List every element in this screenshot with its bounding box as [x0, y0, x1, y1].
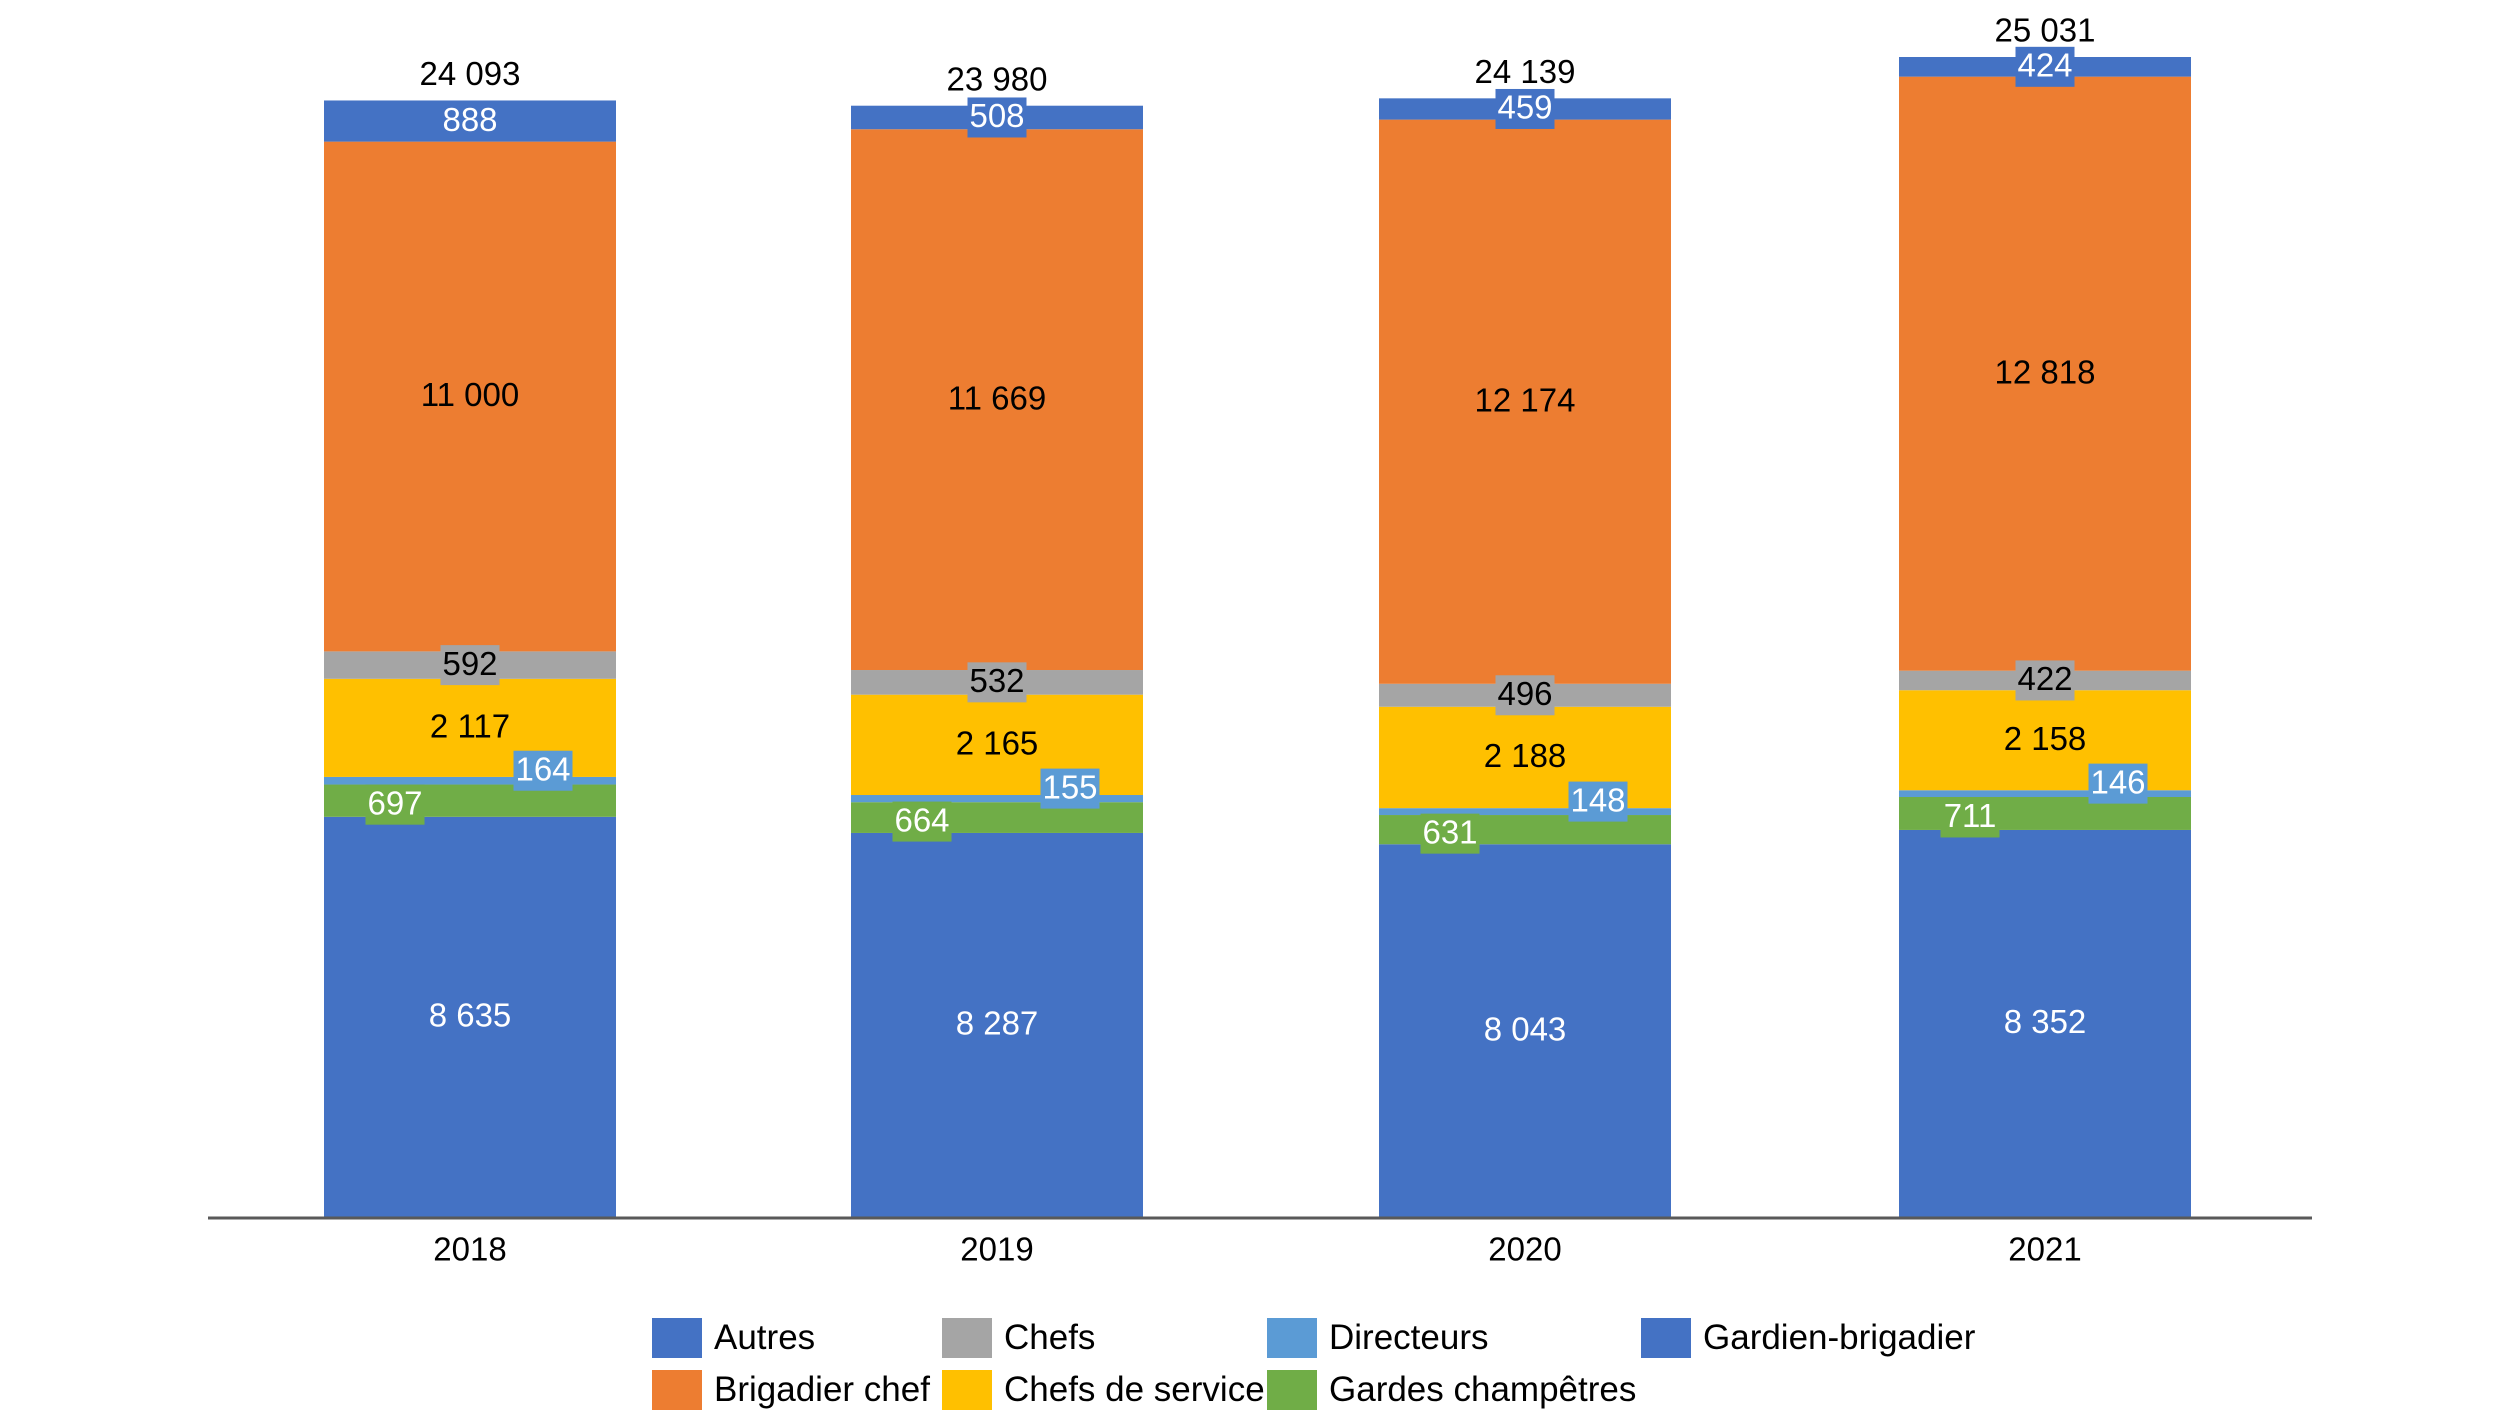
data-label-autres-2020: 459 [1497, 89, 1552, 126]
data-label-box [892, 801, 952, 842]
data-label-directeurs-2021: 146 [2090, 763, 2145, 800]
legend-label: Autres [714, 1318, 816, 1357]
data-label-gardes-champ-tres-2018: 697 [367, 784, 422, 821]
total-label-2021: 25 031 [1995, 12, 2096, 49]
legend-swatch [652, 1370, 702, 1410]
bar-segment-brigadier-chef-2020 [1379, 119, 1671, 684]
data-label-box [365, 784, 425, 825]
legend-swatch [1267, 1370, 1317, 1410]
data-label-box [2088, 763, 2148, 804]
data-label-gardien-brigadier-2021: 8 352 [2004, 1003, 2087, 1040]
data-label-gardien-brigadier-2019: 8 287 [956, 1005, 1039, 1042]
bar-segment-directeurs-2021 [1899, 790, 2191, 797]
data-label-directeurs-2019: 155 [1042, 768, 1097, 805]
data-label-gardes-champ-tres-2019: 664 [894, 801, 949, 838]
legend-swatch [942, 1318, 992, 1358]
x-tick-label-2018: 2018 [433, 1231, 506, 1268]
data-label-box [2015, 660, 2075, 701]
data-label-autres-2021: 424 [2017, 47, 2072, 84]
data-label-autres-2019: 508 [969, 97, 1024, 134]
x-tick-label-2021: 2021 [2008, 1231, 2081, 1268]
data-label-gardes-champ-tres-2021: 711 [1944, 797, 1997, 834]
bar-segment-gardien-brigadier-2020 [1379, 844, 1671, 1217]
data-label-chefs-2021: 422 [2017, 660, 2072, 697]
total-label-2019: 23 980 [947, 60, 1048, 97]
legend-label: Brigadier chef [714, 1370, 930, 1409]
x-tick-label-2020: 2020 [1488, 1231, 1561, 1268]
data-label-gardes-champ-tres-2020: 631 [1422, 813, 1477, 850]
data-label-box [440, 645, 500, 686]
legend-item-directeurs: Directeurs [1267, 1318, 1641, 1358]
legend-item-brigadier-chef: Brigadier chef [652, 1370, 942, 1410]
data-label-chefs-2018: 592 [442, 645, 497, 682]
legend-label: Gardien-brigadier [1703, 1318, 1976, 1357]
data-label-brigadier-chef-2018: 11 000 [421, 376, 519, 413]
legend-item-chefs: Chefs [942, 1318, 1267, 1358]
data-label-gardien-brigadier-2018: 8 635 [429, 997, 512, 1034]
total-label-2018: 24 093 [420, 55, 521, 92]
data-label-box [1040, 768, 1100, 809]
legend-label: Chefs [1004, 1318, 1096, 1357]
bar-segment-directeurs-2019 [851, 795, 1143, 803]
x-tick-label-2019: 2019 [960, 1231, 1033, 1268]
bar-segment-directeurs-2018 [324, 776, 616, 785]
bar-segment-brigadier-chef-2021 [1899, 76, 2191, 671]
data-label-box [2015, 46, 2075, 87]
data-label-box [1940, 797, 2000, 838]
data-label-box [1495, 88, 1555, 129]
legend-item-gardien-brigadier: Gardien-brigadier [1641, 1318, 1975, 1358]
data-label-box [1568, 781, 1628, 822]
bar-segment-brigadier-chef-2018 [324, 141, 616, 652]
legend-item-gardes-champetres: Gardes champêtres [1267, 1370, 1636, 1410]
legend-label: Gardes champêtres [1329, 1370, 1637, 1409]
legend-swatch [1267, 1318, 1317, 1358]
legend-swatch [652, 1318, 702, 1358]
legend-row-2: Brigadier chef Chefs de service Gardes c… [652, 1364, 2052, 1416]
data-label-brigadier-chef-2019: 11 669 [948, 379, 1046, 416]
legend: Autres Chefs Directeurs Gardien-brigadie… [652, 1312, 2052, 1416]
data-label-box [513, 750, 573, 791]
bar-segment-directeurs-2020 [1379, 808, 1671, 816]
bar-segment-gardien-brigadier-2021 [1899, 829, 2191, 1217]
legend-swatch [942, 1370, 992, 1410]
legend-row-1: Autres Chefs Directeurs Gardien-brigadie… [652, 1312, 2052, 1364]
total-label-2020: 24 139 [1475, 53, 1576, 90]
data-label-chefs-2019: 532 [969, 662, 1024, 699]
data-label-chefs-de-service-2018: 2 117 [430, 708, 510, 745]
legend-item-chefs-de-service: Chefs de service [942, 1370, 1267, 1410]
data-label-gardien-brigadier-2020: 8 043 [1484, 1010, 1567, 1047]
data-label-box [967, 662, 1027, 703]
bars-layer [324, 57, 2191, 1217]
data-label-box [1495, 675, 1555, 716]
x-tick-labels: 2018 2019 2020 2021 [433, 1231, 2081, 1268]
bar-segment-gardien-brigadier-2019 [851, 832, 1143, 1217]
legend-swatch [1641, 1318, 1691, 1358]
legend-label: Directeurs [1329, 1318, 1489, 1357]
legend-label: Chefs de service [1004, 1370, 1265, 1409]
bar-segment-brigadier-chef-2019 [851, 129, 1143, 671]
data-label-autres-2018: 888 [442, 101, 497, 138]
data-label-box [440, 101, 500, 142]
data-label-chefs-de-service-2021: 2 158 [2004, 720, 2087, 757]
data-label-brigadier-chef-2020: 12 174 [1475, 381, 1576, 418]
legend-item-autres: Autres [652, 1318, 942, 1358]
bar-segment-gardien-brigadier-2018 [324, 816, 616, 1217]
data-label-box [967, 97, 1027, 138]
data-label-chefs-de-service-2020: 2 188 [1484, 737, 1567, 774]
data-label-chefs-de-service-2019: 2 165 [956, 725, 1039, 762]
data-label-box [1420, 813, 1480, 854]
data-label-directeurs-2020: 148 [1570, 781, 1625, 818]
data-label-directeurs-2018: 164 [515, 750, 570, 787]
data-label-chefs-2020: 496 [1497, 675, 1552, 712]
data-label-brigadier-chef-2021: 12 818 [1995, 353, 2096, 390]
